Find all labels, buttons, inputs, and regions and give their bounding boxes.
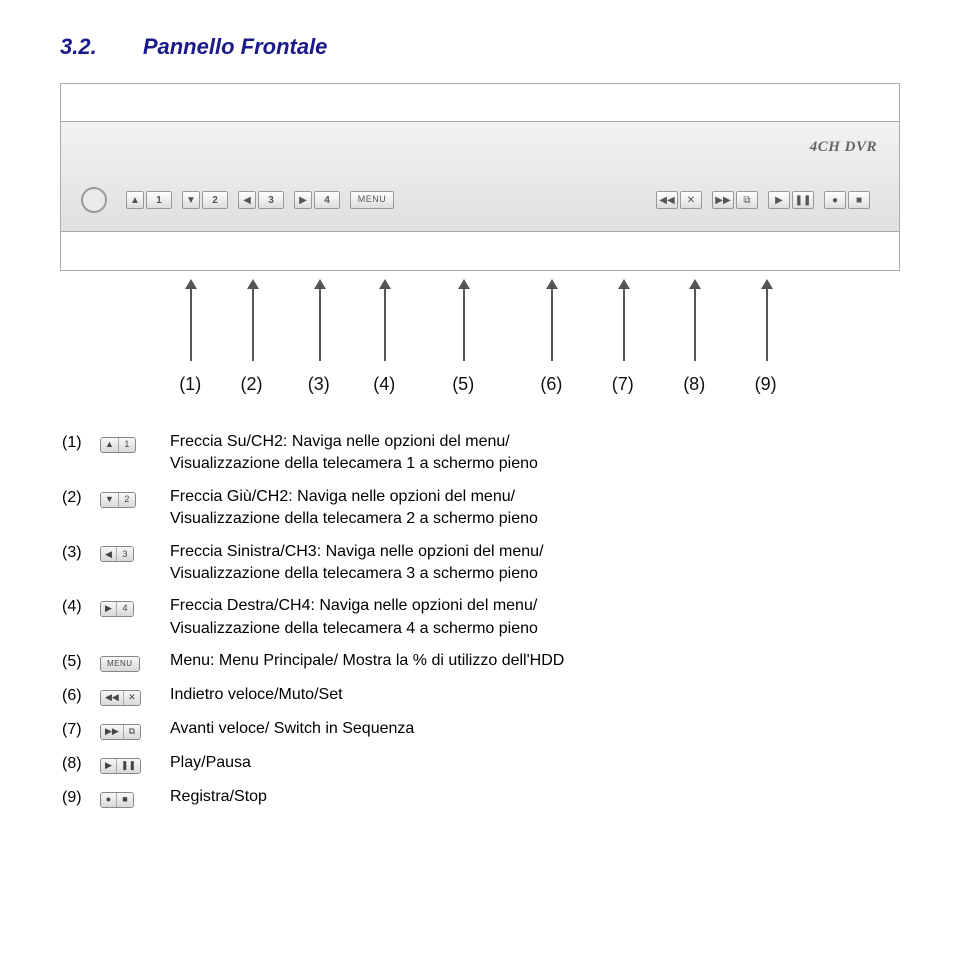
callout-label: (3) [308, 371, 330, 398]
legend-text: Registra/Stop [170, 786, 267, 808]
legend-number: (2) [62, 486, 100, 510]
btn-group-4: ▶ 4 [293, 191, 341, 209]
legend-row: (7)▶▶⧉Avanti veloce/ Switch in Sequenza [62, 718, 900, 744]
heading-number: 3.2. [60, 34, 97, 59]
callout-label: (5) [452, 371, 474, 398]
legend-text: Freccia Sinistra/CH3: Naviga nelle opzio… [170, 541, 544, 586]
ch1-button: 1 [146, 191, 172, 209]
callout-label: (1) [179, 371, 201, 398]
btn-group-9: ● ■ [823, 191, 871, 209]
legend-number: (5) [62, 650, 100, 674]
callout-arrow [252, 281, 254, 361]
legend-row: (5)MENUMenu: Menu Principale/ Mostra la … [62, 650, 900, 676]
btn-group-3: ◀ 3 [237, 191, 285, 209]
fastforward-icon: ▶▶ [712, 191, 734, 209]
arrow-down-icon: ▼ [182, 191, 200, 209]
legend-number: (4) [62, 595, 100, 619]
callout-arrow [463, 281, 465, 361]
legend-list: (1)▲1Freccia Su/CH2: Naviga nelle opzion… [62, 431, 900, 812]
legend-text: Indietro veloce/Muto/Set [170, 684, 343, 706]
legend-icon: ●■ [100, 786, 170, 812]
callout-arrow [766, 281, 768, 361]
legend-row: (1)▲1Freccia Su/CH2: Naviga nelle opzion… [62, 431, 900, 476]
ch2-button: 2 [202, 191, 228, 209]
legend-text: Play/Pausa [170, 752, 251, 774]
callout-label: (9) [755, 371, 777, 398]
front-panel-diagram: 4CH DVR ▲ 1 ▼ 2 ◀ 3 ▶ 4 MENU [60, 83, 900, 271]
btn-group-6: ◀◀ ✕ [655, 191, 703, 209]
panel-gap-bottom [61, 232, 899, 270]
section-heading: 3.2. Pannello Frontale [60, 30, 900, 63]
legend-number: (9) [62, 786, 100, 810]
arrow-left-icon: ◀ [238, 191, 256, 209]
legend-row: (2)▼2Freccia Giù/CH2: Naviga nelle opzio… [62, 486, 900, 531]
callout-label: (4) [373, 371, 395, 398]
legend-icon: ◀◀✕ [100, 684, 170, 710]
callout-arrow [623, 281, 625, 361]
callout-label: (7) [612, 371, 634, 398]
legend-icon: MENU [100, 650, 170, 676]
btn-group-1: ▲ 1 [125, 191, 173, 209]
legend-text: Freccia Su/CH2: Naviga nelle opzioni del… [170, 431, 538, 476]
sequence-icon: ⧉ [736, 191, 758, 209]
callout-arrow [384, 281, 386, 361]
callout-label: (8) [683, 371, 705, 398]
legend-row: (8)▶❚❚Play/Pausa [62, 752, 900, 778]
front-panel: 4CH DVR ▲ 1 ▼ 2 ◀ 3 ▶ 4 MENU [61, 122, 899, 232]
panel-gap-top [61, 84, 899, 122]
ch4-button: 4 [314, 191, 340, 209]
button-strip: ▲ 1 ▼ 2 ◀ 3 ▶ 4 MENU ◀◀ ✕ [81, 186, 879, 214]
legend-icon: ▶▶⧉ [100, 718, 170, 744]
rewind-icon: ◀◀ [656, 191, 678, 209]
legend-icon: ▶4 [100, 595, 170, 621]
legend-row: (4)▶4Freccia Destra/CH4: Naviga nelle op… [62, 595, 900, 640]
legend-text: Freccia Destra/CH4: Naviga nelle opzioni… [170, 595, 538, 640]
callout-label: (6) [540, 371, 562, 398]
record-icon: ● [824, 191, 846, 209]
legend-number: (8) [62, 752, 100, 776]
arrow-right-icon: ▶ [294, 191, 312, 209]
callout-label: (2) [241, 371, 263, 398]
legend-icon: ▼2 [100, 486, 170, 512]
legend-text: Menu: Menu Principale/ Mostra la % di ut… [170, 650, 564, 672]
legend-row: (9)●■Registra/Stop [62, 786, 900, 812]
brand-label: 4CH DVR [810, 136, 877, 159]
legend-number: (7) [62, 718, 100, 742]
power-button [81, 187, 107, 213]
legend-row: (3)◀3Freccia Sinistra/CH3: Naviga nelle … [62, 541, 900, 586]
btn-group-2: ▼ 2 [181, 191, 229, 209]
legend-text: Avanti veloce/ Switch in Sequenza [170, 718, 414, 740]
legend-text: Freccia Giù/CH2: Naviga nelle opzioni de… [170, 486, 538, 531]
callout-arrow [551, 281, 553, 361]
legend-number: (6) [62, 684, 100, 708]
legend-icon: ◀3 [100, 541, 170, 567]
callout-arrows: (1) (2) (3) (4) (5) (6) (7) (8) (9) [60, 281, 900, 401]
mute-icon: ✕ [680, 191, 702, 209]
legend-icon: ▶❚❚ [100, 752, 170, 778]
callout-arrow [190, 281, 192, 361]
arrow-up-icon: ▲ [126, 191, 144, 209]
ch3-button: 3 [258, 191, 284, 209]
btn-group-menu: MENU [349, 191, 395, 209]
callout-arrow [694, 281, 696, 361]
legend-number: (1) [62, 431, 100, 455]
legend-number: (3) [62, 541, 100, 565]
callout-arrow [319, 281, 321, 361]
btn-group-8: ▶ ❚❚ [767, 191, 815, 209]
legend-row: (6)◀◀✕Indietro veloce/Muto/Set [62, 684, 900, 710]
pause-icon: ❚❚ [792, 191, 814, 209]
play-icon: ▶ [768, 191, 790, 209]
menu-button: MENU [350, 191, 394, 209]
legend-icon: ▲1 [100, 431, 170, 457]
stop-icon: ■ [848, 191, 870, 209]
heading-title: Pannello Frontale [143, 34, 328, 59]
btn-group-7: ▶▶ ⧉ [711, 191, 759, 209]
